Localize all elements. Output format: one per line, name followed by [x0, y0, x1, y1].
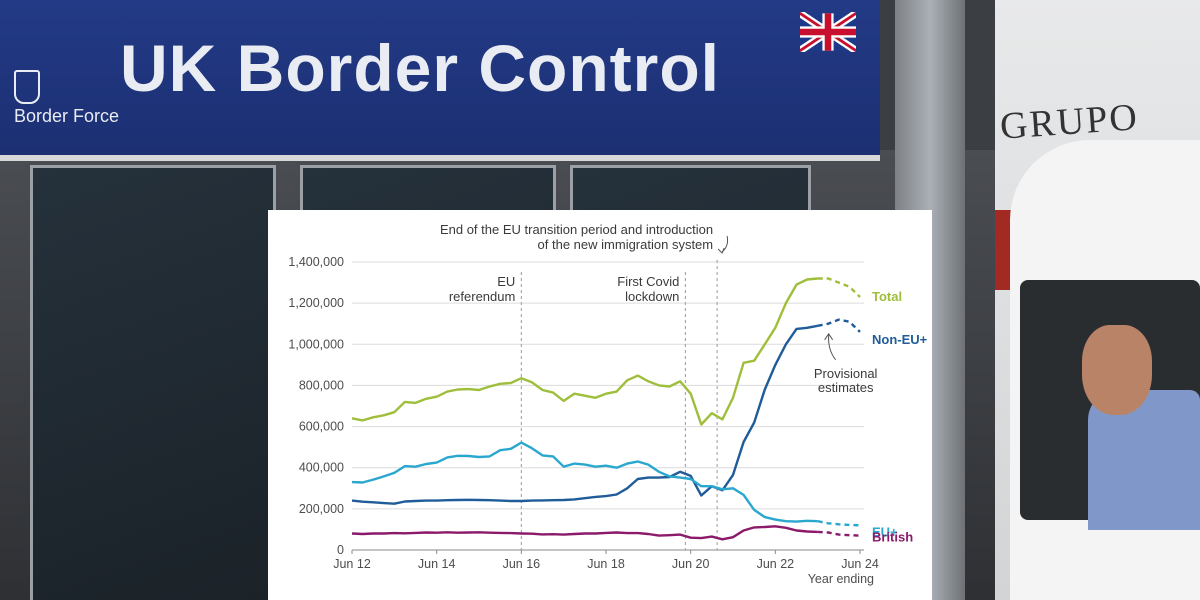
y-tick-label: 200,000: [299, 502, 344, 516]
migration-chart-card: 0 200,000 400,000 600,000 800,000 1,000,000 1,…: [268, 210, 932, 600]
series-label: British: [872, 530, 913, 545]
series-line: [351, 324, 818, 505]
y-tick-label: 600,000: [299, 420, 344, 434]
annotation-arrow: [721, 235, 729, 253]
border-control-sign: Border Force UK Border Control: [0, 0, 880, 161]
event-annotation: End of the EU transition period and intr…: [440, 222, 713, 237]
event-annotation: referendum: [449, 289, 515, 304]
series-label: Non-EU+: [872, 332, 928, 347]
event-annotation: lockdown: [625, 289, 679, 304]
x-tick-label: Jun 22: [757, 557, 795, 571]
union-flag-icon: [800, 12, 856, 52]
provisional-line: [817, 277, 861, 298]
event-annotation: of the new immigration system: [538, 237, 714, 252]
event-annotation: First Covid: [617, 274, 679, 289]
provisional-line: [817, 318, 861, 333]
series-line: [351, 525, 818, 541]
crest-icon: [14, 70, 40, 104]
sign-title: UK Border Control: [120, 31, 720, 105]
event-annotation: EU: [497, 274, 515, 289]
sign-subtitle: Border Force: [14, 106, 120, 126]
series-label: EU+: [872, 524, 898, 539]
series-line: [351, 277, 818, 426]
provisional-line: [817, 530, 861, 537]
y-tick-label: 1,200,000: [288, 296, 344, 310]
driver-head: [1082, 325, 1152, 415]
y-tick-label: 1,400,000: [288, 255, 344, 269]
net-migration-chart: 0 200,000 400,000 600,000 800,000 1,000,000 1,…: [288, 222, 928, 586]
x-tick-label: Jun 20: [672, 557, 710, 571]
provisional-arrow: [828, 334, 837, 361]
x-tick-label: Jun 18: [587, 557, 625, 571]
y-tick-label: 400,000: [299, 461, 344, 475]
y-tick-label: 800,000: [299, 378, 344, 392]
annotation-arrowhead: [717, 247, 725, 254]
series-line: [351, 441, 818, 523]
series-label: Total: [872, 289, 902, 304]
x-axis-caption: Year ending: [808, 572, 874, 586]
provisional-note: estimates: [818, 380, 874, 395]
y-tick-label: 0: [337, 543, 344, 557]
provisional-line: [817, 520, 861, 527]
provisional-note: Provisional: [814, 366, 878, 381]
window-panel: [30, 165, 276, 600]
x-tick-label: Jun 14: [418, 557, 456, 571]
y-tick-label: 1,000,000: [288, 337, 344, 351]
x-tick-label: Jun 12: [333, 557, 371, 571]
x-tick-label: Jun 16: [503, 557, 541, 571]
x-tick-label: Jun 24: [841, 557, 879, 571]
provisional-arrowhead: [824, 332, 834, 341]
